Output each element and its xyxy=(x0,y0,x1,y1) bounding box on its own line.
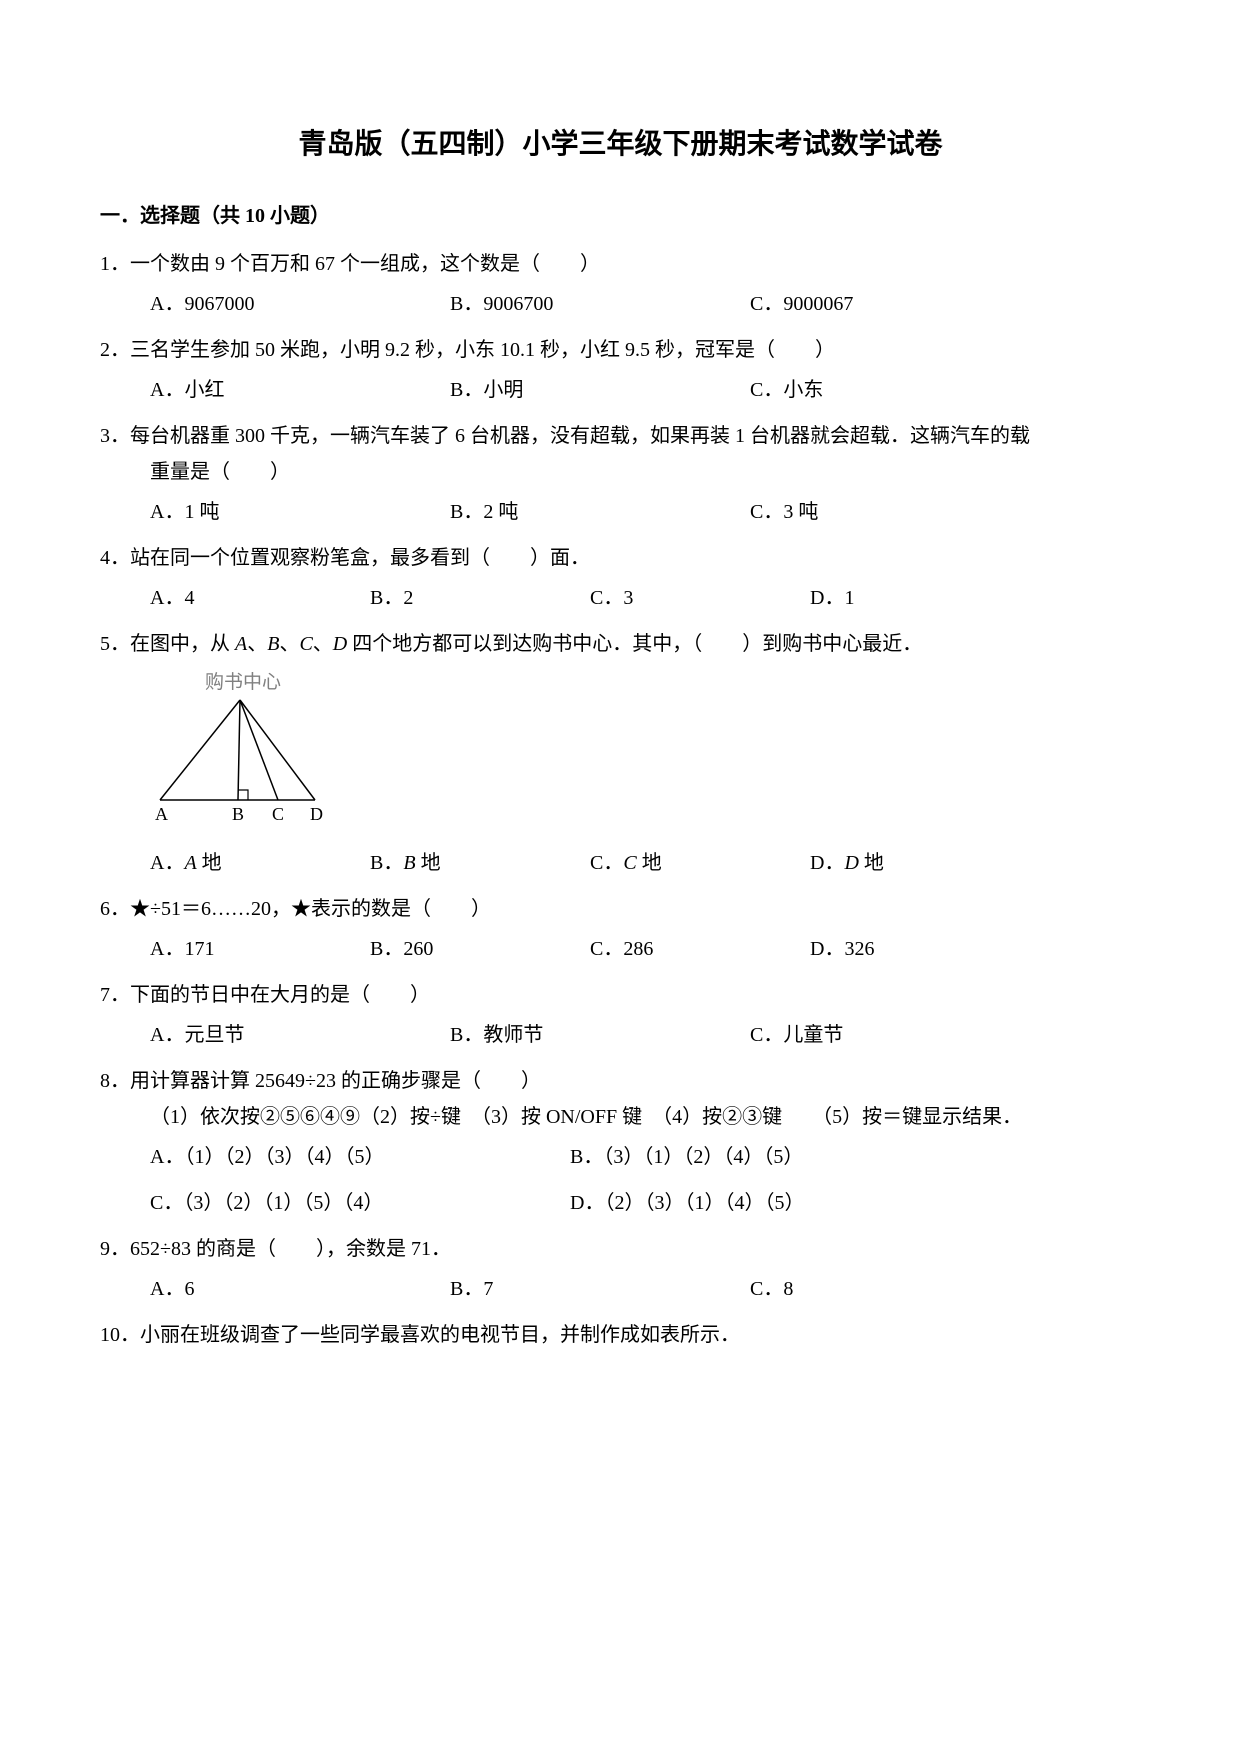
q2-option-c: C．小东 xyxy=(750,372,1050,408)
q5-C-italic: C xyxy=(299,633,312,655)
q8-stem: 8．用计算器计算 25649÷23 的正确步骤是（ ） xyxy=(100,1063,1141,1099)
q5-sep2: 、 xyxy=(279,633,299,655)
q9-option-a: A．6 xyxy=(150,1271,450,1307)
question-7: 7．下面的节日中在大月的是（ ） A．元旦节 B．教师节 C．儿童节 xyxy=(100,977,1141,1053)
q7-option-b: B．教师节 xyxy=(450,1017,750,1053)
q5-stem-prefix: 5．在图中，从 xyxy=(100,633,235,655)
q2-stem: 2．三名学生参加 50 米跑，小明 9.2 秒，小东 10.1 秒，小红 9.5… xyxy=(100,332,1141,368)
q3-stem1: 3．每台机器重 300 千克，一辆汽车装了 6 台机器，没有超载，如果再装 1 … xyxy=(100,418,1141,454)
q7-option-a: A．元旦节 xyxy=(150,1017,450,1053)
q5-stem-suffix: 四个地方都可以到达购书中心．其中，（ ）到购书中心最近． xyxy=(347,633,922,655)
q9-stem: 9．652÷83 的商是（ ），余数是 71． xyxy=(100,1231,1141,1267)
q3-option-a: A．1 吨 xyxy=(150,494,450,530)
q5-D-italic: D xyxy=(333,633,347,655)
q4-stem: 4．站在同一个位置观察粉笔盒，最多看到（ ）面． xyxy=(100,540,1141,576)
q4-option-a: A．4 xyxy=(150,580,370,616)
q10-stem: 10．小丽在班级调查了一些同学最喜欢的电视节目，并制作成如表所示． xyxy=(100,1317,1141,1353)
question-6: 6．★÷51＝6……20，★表示的数是（ ） A．171 B．260 C．286… xyxy=(100,891,1141,967)
q8-option-c: C．（3）（2）（1）（5）（4） xyxy=(150,1185,570,1221)
q5-option-b: B．B 地 xyxy=(370,845,590,881)
page-title: 青岛版（五四制）小学三年级下册期末考试数学试卷 xyxy=(100,120,1141,170)
q8-option-b: B．（3）（1）（2）（4）（5） xyxy=(570,1139,990,1175)
q9-option-c: C．8 xyxy=(750,1271,1050,1307)
q7-option-c: C．儿童节 xyxy=(750,1017,1050,1053)
q5-sep1: 、 xyxy=(247,633,267,655)
q8-steps: （1）依次按②⑤⑥④⑨（2）按÷键 （3）按 ON/OFF 键 （4）按②③键 … xyxy=(100,1099,1141,1135)
q1-option-c: C．9000067 xyxy=(750,286,1050,322)
q4-option-d: D．1 xyxy=(810,580,1030,616)
q6-option-b: B．260 xyxy=(370,931,590,967)
q1-stem: 1．一个数由 9 个百万和 67 个一组成，这个数是（ ） xyxy=(100,246,1141,282)
q5-option-c: C．C 地 xyxy=(590,845,810,881)
question-8: 8．用计算器计算 25649÷23 的正确步骤是（ ） （1）依次按②⑤⑥④⑨（… xyxy=(100,1063,1141,1221)
q6-stem: 6．★÷51＝6……20，★表示的数是（ ） xyxy=(100,891,1141,927)
q4-option-c: C．3 xyxy=(590,580,810,616)
q5-option-a: A．A 地 xyxy=(150,845,370,881)
q6-option-c: C．286 xyxy=(590,931,810,967)
question-2: 2．三名学生参加 50 米跑，小明 9.2 秒，小东 10.1 秒，小红 9.5… xyxy=(100,332,1141,408)
question-1: 1．一个数由 9 个百万和 67 个一组成，这个数是（ ） A．9067000 … xyxy=(100,246,1141,322)
q5-option-d: D．D 地 xyxy=(810,845,1030,881)
q2-option-a: A．小红 xyxy=(150,372,450,408)
question-10: 10．小丽在班级调查了一些同学最喜欢的电视节目，并制作成如表所示． xyxy=(100,1317,1141,1353)
q2-option-b: B．小明 xyxy=(450,372,750,408)
q5-A-italic: A xyxy=(235,633,247,655)
q1-option-a: A．9067000 xyxy=(150,286,450,322)
diagram-label-A: A xyxy=(155,804,168,824)
q5-diagram: 购书中心 A B C D xyxy=(150,670,1141,837)
q8-option-d: D．（2）（3）（1）（4）（5） xyxy=(570,1185,990,1221)
q8-option-a: A．（1）（2）（3）（4）（5） xyxy=(150,1139,570,1175)
q5-B-italic: B xyxy=(267,633,279,655)
q9-option-b: B．7 xyxy=(450,1271,750,1307)
diagram-label-B: B xyxy=(232,804,244,824)
question-3: 3．每台机器重 300 千克，一辆汽车装了 6 台机器，没有超载，如果再装 1 … xyxy=(100,418,1141,530)
q3-option-b: B．2 吨 xyxy=(450,494,750,530)
q1-option-b: B．9006700 xyxy=(450,286,750,322)
q3-stem2: 重量是（ ） xyxy=(100,454,1141,490)
diagram-label-C: C xyxy=(272,804,284,824)
q3-option-c: C．3 吨 xyxy=(750,494,1050,530)
question-5: 5．在图中，从 A、B、C、D 四个地方都可以到达购书中心．其中，（ ）到购书中… xyxy=(100,626,1141,881)
question-4: 4．站在同一个位置观察粉笔盒，最多看到（ ）面． A．4 B．2 C．3 D．1 xyxy=(100,540,1141,616)
q5-stem: 5．在图中，从 A、B、C、D 四个地方都可以到达购书中心．其中，（ ）到购书中… xyxy=(100,626,1141,662)
q7-stem: 7．下面的节日中在大月的是（ ） xyxy=(100,977,1141,1013)
question-9: 9．652÷83 的商是（ ），余数是 71． A．6 B．7 C．8 xyxy=(100,1231,1141,1307)
q6-option-d: D．326 xyxy=(810,931,1030,967)
diagram-label-D: D xyxy=(310,804,323,824)
diagram-top-label: 购书中心 xyxy=(205,671,281,693)
q5-sep3: 、 xyxy=(313,633,333,655)
q4-option-b: B．2 xyxy=(370,580,590,616)
q6-option-a: A．171 xyxy=(150,931,370,967)
section-header: 一．选择题（共 10 小题） xyxy=(100,198,1141,234)
